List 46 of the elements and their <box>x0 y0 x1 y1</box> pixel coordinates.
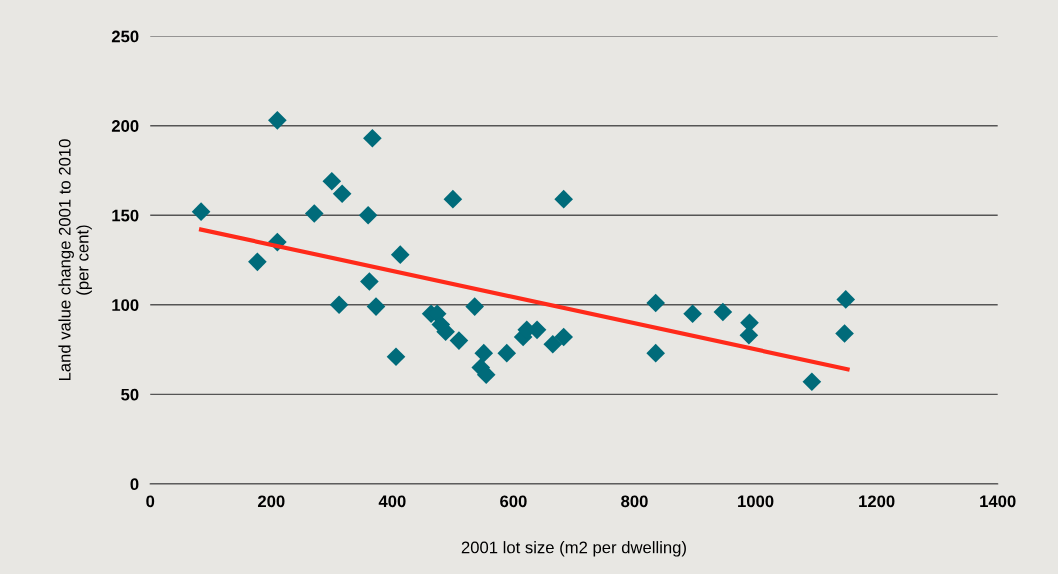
x-axis-title: 2001 lot size (m2 per dwelling) <box>461 541 686 557</box>
point <box>713 302 733 322</box>
point <box>366 297 386 316</box>
y-tick-label: 250 <box>111 30 139 43</box>
point <box>322 171 342 191</box>
point <box>836 290 856 309</box>
point <box>554 189 573 209</box>
point <box>802 372 822 392</box>
point <box>360 272 379 291</box>
point <box>329 295 349 315</box>
point <box>646 293 665 313</box>
y-axis-title: Land value change 2001 to 2010 (per cent) <box>58 139 92 381</box>
point <box>683 304 702 324</box>
y-tick-label: 150 <box>112 209 139 222</box>
point <box>386 347 406 367</box>
y-tick-label: 100 <box>112 299 139 311</box>
y-tick-label: 200 <box>111 120 139 132</box>
point <box>268 111 287 130</box>
point <box>474 343 494 363</box>
x-tick-label: 1200 <box>859 495 895 508</box>
x-tick-label: 400 <box>378 495 406 508</box>
point <box>449 331 469 350</box>
point <box>554 327 573 347</box>
point <box>543 334 563 354</box>
x-tick-label: 600 <box>500 495 527 508</box>
point <box>248 252 267 272</box>
point <box>332 184 352 204</box>
point <box>835 324 854 343</box>
point <box>191 202 211 221</box>
point <box>465 297 485 316</box>
point <box>739 325 759 345</box>
point <box>363 128 382 148</box>
point <box>646 343 665 363</box>
y-tick-label: 50 <box>121 388 139 401</box>
point <box>390 245 410 264</box>
x-tick-label: 1000 <box>738 495 774 508</box>
x-tick-label: 200 <box>257 495 285 508</box>
point <box>358 205 378 225</box>
point <box>476 365 496 384</box>
point <box>443 189 463 209</box>
x-tick-label: 0 <box>146 495 155 508</box>
point <box>497 343 517 363</box>
x-tick-label: 1400 <box>980 495 1016 508</box>
y-tick-label: 0 <box>130 478 139 491</box>
x-tick-label: 800 <box>621 495 648 508</box>
point <box>304 204 324 223</box>
